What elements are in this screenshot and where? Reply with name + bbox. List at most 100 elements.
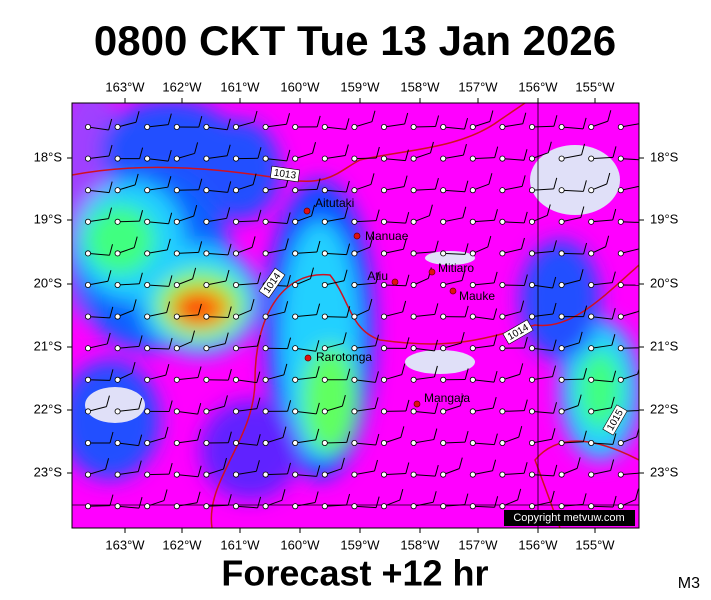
barb-station — [292, 408, 299, 415]
barb-flag — [109, 431, 114, 444]
barb-station — [114, 187, 121, 194]
barb-flag — [167, 176, 172, 188]
barb-station — [558, 218, 565, 225]
barb-flag — [286, 274, 291, 287]
barb-shaft — [413, 188, 436, 191]
barb-flag — [134, 173, 139, 186]
barb-shaft — [206, 316, 229, 319]
barb-flag — [281, 489, 286, 501]
barb-shaft — [87, 189, 110, 194]
longitude-label: 157°W — [458, 79, 498, 94]
barb-flag — [109, 306, 114, 318]
barb-shaft — [531, 250, 554, 254]
place-dot — [413, 400, 421, 408]
barb-flag — [198, 116, 203, 128]
barb-station — [203, 471, 210, 478]
longitude-label: 155°W — [575, 79, 615, 94]
barb-station — [617, 503, 624, 510]
barb-flag — [492, 459, 497, 471]
barb-flag — [312, 142, 317, 154]
barb-flag — [250, 299, 255, 311]
barb-shaft — [265, 311, 285, 318]
barb-flag — [402, 238, 407, 250]
barb-shaft — [502, 472, 525, 476]
barb-flag — [197, 465, 202, 477]
barb-shaft — [472, 282, 495, 286]
barb-station — [499, 408, 506, 415]
barb-station — [262, 376, 269, 383]
barb-flag — [105, 458, 110, 470]
barb-shaft — [324, 342, 344, 349]
barb-station — [85, 187, 92, 194]
barb-shaft — [561, 342, 580, 349]
longitude-label: 161°W — [220, 79, 260, 94]
longitude-label: 161°W — [220, 537, 260, 552]
barb-flag — [346, 431, 351, 443]
barb-flag — [227, 431, 232, 443]
barb-flag — [460, 332, 465, 344]
barb-station — [144, 376, 151, 383]
barb-shaft — [295, 376, 317, 381]
barb-shaft — [147, 284, 169, 287]
barb-flag — [108, 181, 113, 193]
barb-shaft — [472, 442, 495, 446]
barb-station — [440, 345, 447, 352]
barb-flag — [193, 205, 198, 217]
barb-flag — [374, 397, 379, 409]
barb-shaft — [265, 249, 286, 254]
barb-flag — [375, 272, 380, 284]
barb-shaft — [324, 126, 347, 130]
barb-station — [321, 503, 328, 510]
barb-shaft — [147, 347, 170, 350]
barb-shaft — [413, 251, 436, 254]
barb-station — [499, 376, 506, 383]
barb-flag — [493, 433, 498, 445]
barb-flag — [464, 117, 469, 130]
barb-shaft — [235, 505, 258, 509]
barb-flag — [494, 146, 499, 158]
barb-shaft — [591, 156, 614, 160]
barb-flag — [577, 394, 582, 406]
barb-flag — [346, 306, 351, 318]
barb-flag — [637, 367, 639, 375]
longitude-label: 157°W — [458, 537, 498, 552]
barb-flag — [369, 236, 374, 248]
barb-flag — [311, 204, 316, 217]
barb-station — [203, 313, 210, 320]
barb-station — [114, 313, 121, 320]
barb-station — [410, 218, 417, 225]
barb-station — [617, 345, 624, 352]
barb-flag — [401, 363, 406, 375]
barb-flag — [582, 180, 587, 192]
barb-station — [351, 250, 358, 257]
longitude-label: 155°W — [575, 537, 615, 552]
barb-station — [410, 439, 417, 446]
barb-station — [351, 408, 358, 415]
longitude-label: 162°W — [162, 79, 202, 94]
barb-flag — [434, 402, 439, 414]
place-label: Rarotonga — [316, 350, 372, 364]
barb-flag — [138, 434, 143, 446]
barb-flag — [315, 340, 320, 352]
barb-station — [262, 124, 269, 131]
barb-flag — [251, 236, 256, 248]
barb-shaft — [591, 469, 611, 476]
barb-station — [380, 155, 387, 162]
barb-shaft — [443, 154, 464, 160]
barb-flag — [523, 149, 528, 161]
barb-flag — [429, 141, 434, 154]
barb-station — [410, 281, 417, 288]
barb-shaft — [117, 505, 140, 509]
barb-flag — [346, 368, 351, 380]
barb-station — [232, 281, 239, 288]
barb-station — [558, 345, 565, 352]
barb-flag — [605, 235, 610, 247]
barb-station — [499, 345, 506, 352]
longitude-label: 156°W — [518, 79, 558, 94]
barb-station — [380, 313, 387, 320]
barb-flag — [165, 364, 170, 376]
barb-flag — [135, 111, 140, 123]
barb-shaft — [354, 379, 376, 383]
barb-shaft — [354, 121, 373, 128]
barb-station — [499, 155, 506, 162]
